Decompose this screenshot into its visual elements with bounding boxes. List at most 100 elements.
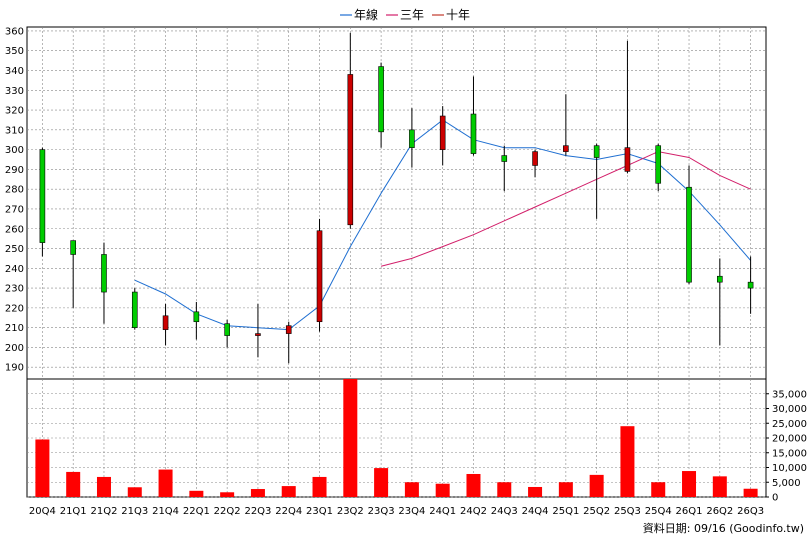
volume-tick-label: 5,000 xyxy=(772,478,801,489)
data-date-footer: 資料日期: 09/16 (Goodinfo.tw) xyxy=(643,521,804,535)
candle-body xyxy=(501,155,508,162)
volume-bar xyxy=(343,379,358,497)
price-panel: 190 200 210 220 230 240 250 260 270 280 290 300 310 3… xyxy=(5,26,767,388)
volume-bar xyxy=(127,487,142,497)
x-tick-label: 23Q1 xyxy=(306,506,333,517)
volume-bar xyxy=(466,473,481,497)
volume-bar xyxy=(96,476,111,497)
x-tick-label: 24Q2 xyxy=(460,506,487,517)
volume-y-axis: 0 5,000 10,000 15,000 20,000 25,000 30,000 35,0… xyxy=(766,389,807,504)
x-tick-label: 22Q3 xyxy=(244,506,271,517)
candle-body xyxy=(255,333,261,336)
x-tick-label: 24Q3 xyxy=(491,506,518,517)
volume-tick-label: 35,000 xyxy=(772,389,807,400)
price-tick-label: 280 xyxy=(5,185,24,196)
candle-body xyxy=(378,66,384,133)
volume-tick-label: 20,000 xyxy=(772,434,807,445)
price-plot-frame xyxy=(26,26,767,388)
candle-body xyxy=(686,186,692,283)
x-tick-label: 26Q2 xyxy=(706,506,733,517)
candle-body xyxy=(563,145,569,152)
volume-tick-label: 0 xyxy=(772,493,778,504)
candle-body xyxy=(439,115,446,150)
volume-panel: 0 5,000 10,000 15,000 20,000 25,000 30,000 35,0… xyxy=(26,378,807,504)
volume-tick-label: 25,000 xyxy=(772,419,807,430)
x-tick-label: 21Q2 xyxy=(90,506,117,517)
candle-body xyxy=(162,315,169,330)
candle-body xyxy=(747,281,754,289)
x-tick-label: 24Q1 xyxy=(429,506,456,517)
x-tick-label: 25Q4 xyxy=(645,506,672,517)
volume-bar xyxy=(712,476,727,497)
price-tick-label: 190 xyxy=(5,363,24,374)
price-tick-label: 330 xyxy=(5,86,24,97)
volume-bars xyxy=(35,379,758,497)
candle-body xyxy=(717,275,723,283)
volume-tick-label: 15,000 xyxy=(772,448,807,459)
volume-bar xyxy=(435,483,450,497)
volume-bar xyxy=(743,488,758,497)
volume-bar xyxy=(589,474,604,497)
x-tick-label: 21Q3 xyxy=(121,506,148,517)
x-tick-label: 21Q1 xyxy=(60,506,87,517)
price-tick-label: 200 xyxy=(5,343,24,354)
price-tick-label: 210 xyxy=(5,323,24,334)
volume-tick-label: 10,000 xyxy=(772,463,807,474)
volume-gridlines xyxy=(27,379,766,498)
x-tick-label: 26Q3 xyxy=(737,506,764,517)
price-tick-label: 310 xyxy=(5,125,24,136)
legend-label-year: 年線 xyxy=(354,7,378,22)
volume-bar xyxy=(620,426,635,497)
candle-body xyxy=(593,145,600,158)
candle-body xyxy=(470,113,477,154)
candlesticks xyxy=(39,32,754,364)
price-tick-label: 230 xyxy=(5,284,24,295)
volume-bar xyxy=(558,482,573,497)
candle-body xyxy=(347,74,354,226)
volume-bar xyxy=(497,482,512,497)
price-tick-label: 290 xyxy=(5,165,24,176)
price-tick-label: 320 xyxy=(5,106,24,117)
legend-label-ten-year: 十年 xyxy=(446,8,470,22)
volume-bar xyxy=(281,486,296,497)
volume-bar xyxy=(189,490,204,497)
volume-bar xyxy=(250,489,265,497)
volume-bar xyxy=(374,468,389,497)
x-tick-label: 24Q4 xyxy=(522,506,549,517)
price-tick-label: 360 xyxy=(5,26,24,37)
price-tick-label: 350 xyxy=(5,46,24,57)
volume-bar xyxy=(220,492,235,497)
volume-bar xyxy=(404,482,419,497)
volume-bar xyxy=(528,486,543,497)
candle-body xyxy=(131,291,138,328)
volume-tick-label: 30,000 xyxy=(772,404,807,415)
candle-body xyxy=(285,325,292,334)
price-tick-label: 300 xyxy=(5,145,24,156)
candle-body xyxy=(193,311,200,323)
x-tick-label: 22Q4 xyxy=(275,506,302,517)
candle-body xyxy=(316,230,323,323)
candle-body xyxy=(532,151,538,166)
volume-bar xyxy=(312,476,327,497)
x-axis-labels: 20Q4 21Q1 21Q2 21Q3 21Q4 22Q1 22Q2 22Q3 22Q4 23Q1… xyxy=(29,506,764,517)
price-tick-label: 250 xyxy=(5,244,24,255)
volume-bar xyxy=(66,471,81,497)
x-tick-label: 25Q3 xyxy=(614,506,641,517)
x-tick-label: 20Q4 xyxy=(29,506,56,517)
legend: 年線 三年 十年 xyxy=(340,7,470,22)
candle-body xyxy=(409,129,415,148)
x-tick-label: 23Q2 xyxy=(337,506,364,517)
legend-label-three-year: 三年 xyxy=(400,8,424,22)
x-tick-label: 22Q2 xyxy=(214,506,241,517)
candle-body xyxy=(624,147,631,172)
candle-body xyxy=(39,149,46,243)
x-tick-label: 25Q1 xyxy=(552,506,579,517)
candle-body xyxy=(101,254,107,293)
x-tick-label: 25Q2 xyxy=(583,506,610,517)
candle-body xyxy=(70,240,76,255)
price-tick-label: 270 xyxy=(5,204,24,215)
price-y-axis: 190 200 210 220 230 240 250 260 270 280 290 300 310 3… xyxy=(5,26,24,373)
x-tick-label: 21Q4 xyxy=(152,506,179,517)
candle-body xyxy=(655,145,662,184)
price-tick-label: 340 xyxy=(5,66,24,77)
